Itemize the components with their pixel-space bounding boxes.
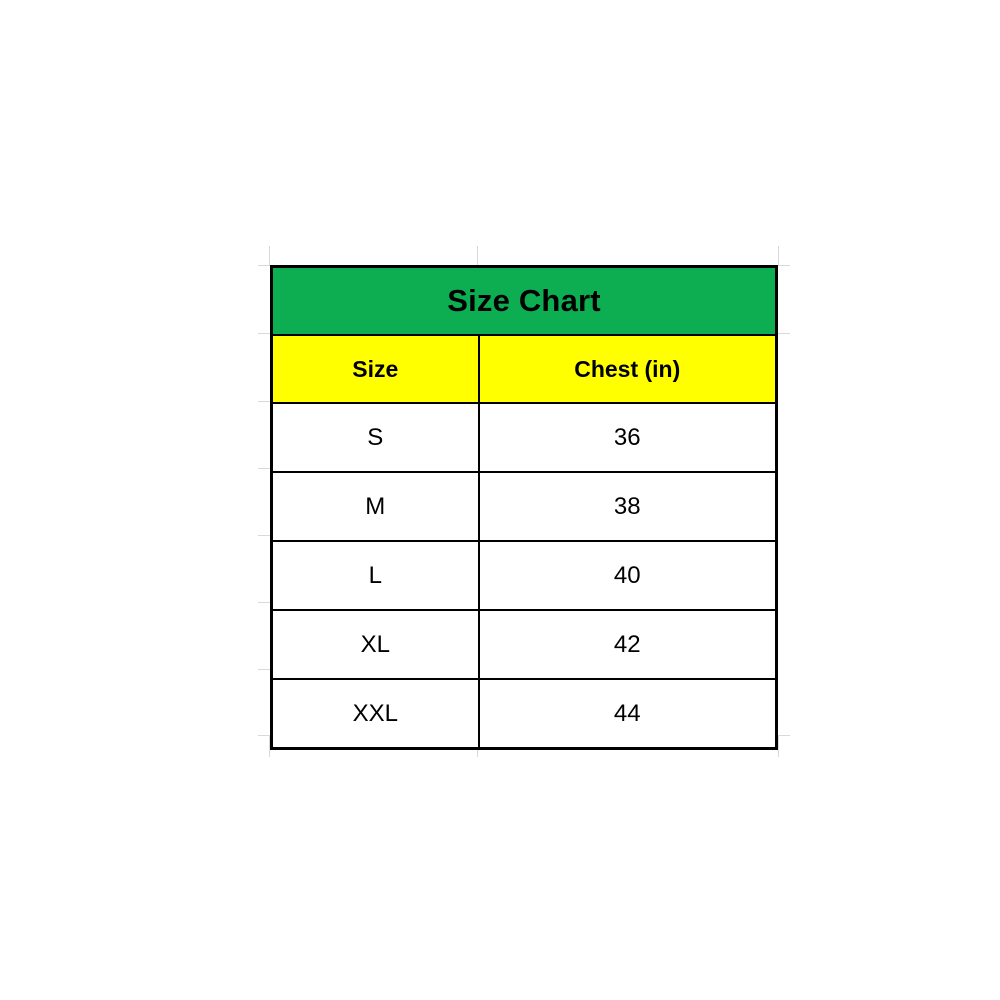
gridline-stub-horizontal-top-left	[258, 265, 270, 266]
gridline-stub-horizontal-head-left	[258, 333, 270, 334]
cell-chest: 36	[477, 402, 778, 473]
cell-size: M	[270, 471, 480, 542]
table-row: XL 42	[270, 609, 778, 680]
table-row: S 36	[270, 402, 778, 473]
cell-chest: 38	[477, 471, 778, 542]
table-title: Size Chart	[270, 265, 778, 336]
gridline-stub-horizontal-bottom-left	[258, 735, 270, 736]
gridline-stub-horizontal-bottom-right	[776, 735, 790, 736]
gridline-stub-horizontal-row3-left	[258, 535, 270, 536]
size-chart-table: Size Chart Size Chest (in) S 36 M 38 L 4…	[270, 265, 779, 750]
gridline-stub-horizontal-head-right	[776, 333, 790, 334]
table-row: M 38	[270, 471, 778, 542]
column-header-size: Size	[270, 334, 480, 404]
gridline-stub-horizontal-row1-left	[258, 401, 270, 402]
cell-size: L	[270, 540, 480, 611]
cell-chest: 40	[477, 540, 778, 611]
cell-chest: 44	[477, 678, 778, 750]
column-header-chest: Chest (in)	[477, 334, 778, 404]
gridline-stub-horizontal-row4-left	[258, 602, 270, 603]
table-title-row: Size Chart	[270, 265, 778, 336]
gridline-stub-horizontal-top-right	[776, 265, 790, 266]
cell-size: XXL	[270, 678, 480, 750]
gridline-stub-horizontal-row2-left	[258, 468, 270, 469]
cell-size: XL	[270, 609, 480, 680]
table-row: L 40	[270, 540, 778, 611]
cell-chest: 42	[477, 609, 778, 680]
gridline-stub-horizontal-row5-left	[258, 669, 270, 670]
gridline-stub-vertical-right-top	[778, 246, 779, 265]
gridline-stub-vertical-right-bottom	[778, 735, 779, 757]
gridline-stub-vertical-left-top	[269, 246, 270, 265]
table-header-row: Size Chest (in)	[270, 334, 778, 404]
table-row: XXL 44	[270, 678, 778, 750]
gridline-stub-vertical-mid-top	[477, 246, 478, 265]
cell-size: S	[270, 402, 480, 473]
